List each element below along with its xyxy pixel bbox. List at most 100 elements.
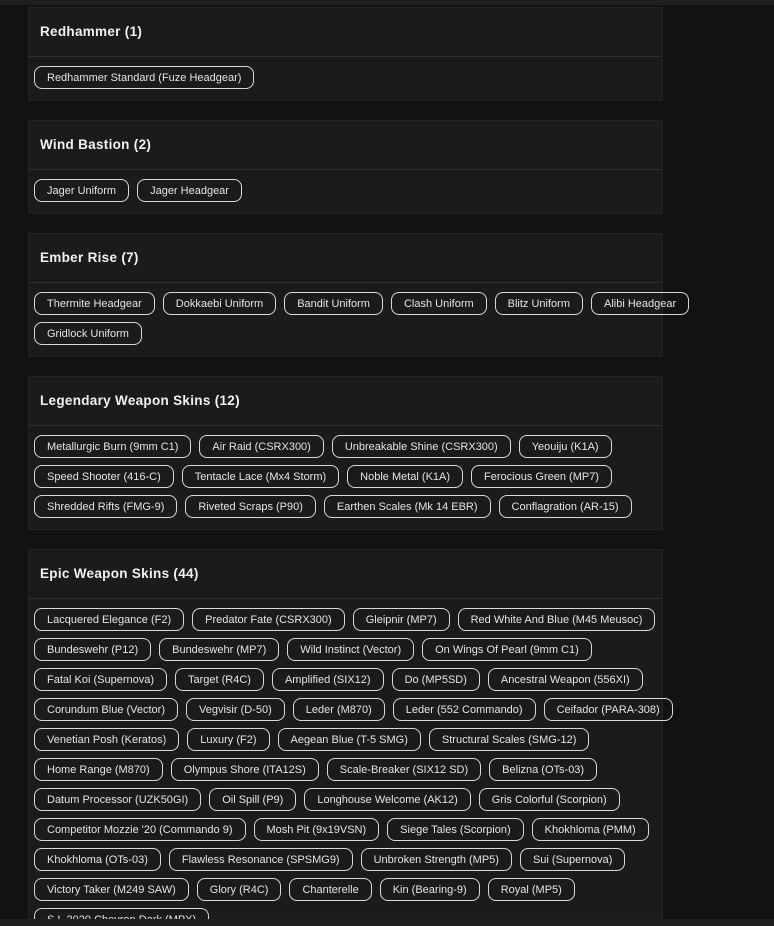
section-chip-area: Redhammer Standard (Fuze Headgear) bbox=[29, 57, 662, 100]
item-chip[interactable]: Jager Uniform bbox=[34, 179, 130, 202]
item-chip[interactable]: Sui (Supernova) bbox=[519, 848, 626, 871]
item-chip[interactable]: Ferocious Green (MP7) bbox=[471, 465, 612, 488]
item-chip[interactable]: Home Range (M870) bbox=[34, 758, 163, 781]
chip-row: Corundum Blue (Vector) Vegvisir (D-50) Led… bbox=[34, 698, 673, 721]
chip-row: Jager Uniform Jager Headgear bbox=[34, 179, 657, 202]
item-chip[interactable]: Competitor Mozzie '20 (Commando 9) bbox=[34, 818, 246, 841]
item-chip[interactable]: Shredded Rifts (FMG-9) bbox=[34, 495, 178, 518]
item-chip[interactable]: Leder (552 Commando) bbox=[392, 698, 536, 721]
section-header: Redhammer (1) bbox=[29, 8, 662, 57]
item-chip[interactable]: Ceifador (PARA-308) bbox=[543, 698, 673, 721]
item-chip[interactable]: Red White And Blue (M45 Meusoc) bbox=[457, 608, 656, 631]
item-chip[interactable]: Alibi Headgear bbox=[591, 292, 690, 315]
item-chip[interactable]: Scale-Breaker (SIX12 SD) bbox=[326, 758, 482, 781]
section-card: Legendary Weapon Skins (12) Metallurgic B… bbox=[28, 376, 663, 530]
chip-row: Victory Taker (M249 SAW) Glory (R4C) Chant… bbox=[34, 878, 657, 901]
item-chip[interactable]: Glory (R4C) bbox=[196, 878, 282, 901]
item-chip[interactable]: Conflagration (AR-15) bbox=[498, 495, 632, 518]
item-chip[interactable]: Corundum Blue (Vector) bbox=[34, 698, 178, 721]
item-chip[interactable]: Vegvisir (D-50) bbox=[186, 698, 285, 721]
item-chip[interactable]: Mosh Pit (9x19VSN) bbox=[253, 818, 380, 841]
item-chip[interactable]: Fatal Koi (Supernova) bbox=[34, 668, 167, 691]
item-chip[interactable]: Aegean Blue (T-5 SMG) bbox=[277, 728, 421, 751]
section-header: Epic Weapon Skins (44) bbox=[29, 550, 662, 599]
item-chip[interactable]: Lacquered Elegance (F2) bbox=[34, 608, 185, 631]
section-header: Wind Bastion (2) bbox=[29, 121, 662, 170]
item-chip[interactable]: Datum Processor (UZK50GI) bbox=[34, 788, 202, 811]
item-chip[interactable]: Flawless Resonance (SPSMG9) bbox=[168, 848, 353, 871]
item-chip[interactable]: Luxury (F2) bbox=[187, 728, 270, 751]
item-chip[interactable]: Bundeswehr (P12) bbox=[34, 638, 152, 661]
item-chip[interactable]: Jager Headgear bbox=[137, 179, 242, 202]
section-title: Wind Bastion (2) bbox=[40, 137, 152, 152]
chip-row: Shredded Rifts (FMG-9) Riveted Scraps (P9… bbox=[34, 495, 657, 518]
chip-row: Speed Shooter (416-C) Tentacle Lace (Mx4 … bbox=[34, 465, 657, 488]
item-chip[interactable]: Clash Uniform bbox=[390, 292, 487, 315]
section-header: Legendary Weapon Skins (12) bbox=[29, 377, 662, 426]
item-chip[interactable]: Belizna (OTs-03) bbox=[489, 758, 598, 781]
item-chip[interactable]: Olympus Shore (ITA12S) bbox=[170, 758, 319, 781]
item-chip[interactable]: Longhouse Welcome (AK12) bbox=[304, 788, 471, 811]
section-card: Redhammer (1) Redhammer Standard (Fuze He… bbox=[28, 7, 663, 101]
section-card: Epic Weapon Skins (44) Lacquered Elegance… bbox=[28, 549, 673, 926]
item-chip[interactable]: Gridlock Uniform bbox=[34, 322, 142, 345]
item-chip[interactable]: Thermite Headgear bbox=[34, 292, 155, 315]
chip-row: Venetian Posh (Keratos) Luxury (F2) Aegean… bbox=[34, 728, 657, 751]
item-chip[interactable]: Khokhloma (OTs-03) bbox=[34, 848, 161, 871]
partial-element-above bbox=[0, 0, 774, 5]
item-chip[interactable]: Venetian Posh (Keratos) bbox=[34, 728, 180, 751]
item-chip[interactable]: Dokkaebi Uniform bbox=[162, 292, 277, 315]
section-chip-area: Metallurgic Burn (9mm C1) Air Raid (CSRX3… bbox=[29, 426, 662, 529]
section-title: Legendary Weapon Skins (12) bbox=[40, 393, 240, 408]
item-chip[interactable]: Bundeswehr (MP7) bbox=[159, 638, 280, 661]
item-chip[interactable]: Redhammer Standard (Fuze Headgear) bbox=[34, 66, 255, 89]
item-chip[interactable]: Metallurgic Burn (9mm C1) bbox=[34, 435, 192, 458]
item-chip[interactable]: Yeouiju (K1A) bbox=[518, 435, 612, 458]
chip-row: Metallurgic Burn (9mm C1) Air Raid (CSRX3… bbox=[34, 435, 657, 458]
item-chip[interactable]: Ancestral Weapon (556XI) bbox=[487, 668, 643, 691]
chip-row: Home Range (M870) Olympus Shore (ITA12S) S… bbox=[34, 758, 657, 781]
item-chip[interactable]: Royal (MP5) bbox=[487, 878, 575, 901]
item-chip[interactable]: Unbroken Strength (MP5) bbox=[360, 848, 512, 871]
item-chip[interactable]: Tentacle Lace (Mx4 Storm) bbox=[181, 465, 340, 488]
section-title: Epic Weapon Skins (44) bbox=[40, 566, 199, 581]
chip-row: Khokhloma (OTs-03) Flawless Resonance (SP… bbox=[34, 848, 657, 871]
item-chip[interactable]: Target (R4C) bbox=[175, 668, 264, 691]
section-chip-area: Lacquered Elegance (F2) Predator Fate (CS… bbox=[29, 599, 673, 926]
section-card: Ember Rise (7) Thermite Headgear Dokkaebi … bbox=[28, 233, 690, 357]
item-chip[interactable]: Earthen Scales (Mk 14 EBR) bbox=[323, 495, 491, 518]
item-chip[interactable]: Amplified (SIX12) bbox=[271, 668, 384, 691]
item-chip[interactable]: Wild Instinct (Vector) bbox=[287, 638, 415, 661]
section-title: Redhammer (1) bbox=[40, 24, 143, 39]
item-chip[interactable]: Predator Fate (CSRX300) bbox=[192, 608, 345, 631]
item-chip[interactable]: Victory Taker (M249 SAW) bbox=[34, 878, 189, 901]
chip-row: Thermite Headgear Dokkaebi Uniform Bandit … bbox=[34, 292, 690, 315]
item-chip[interactable]: Kin (Bearing-9) bbox=[379, 878, 480, 901]
collection-section-list: Redhammer (1) Redhammer Standard (Fuze He… bbox=[28, 7, 690, 926]
item-chip[interactable]: Structural Scales (SMG-12) bbox=[428, 728, 590, 751]
item-chip[interactable]: Unbreakable Shine (CSRX300) bbox=[331, 435, 511, 458]
item-chip[interactable]: Air Raid (CSRX300) bbox=[199, 435, 324, 458]
partial-element-below bbox=[0, 919, 774, 926]
item-chip[interactable]: Khokhloma (PMM) bbox=[531, 818, 649, 841]
item-chip[interactable]: Leder (M870) bbox=[292, 698, 385, 721]
section-chip-area: Thermite Headgear Dokkaebi Uniform Bandit … bbox=[29, 283, 690, 356]
item-chip[interactable]: On Wings Of Pearl (9mm C1) bbox=[422, 638, 592, 661]
section-chip-area: Jager Uniform Jager Headgear bbox=[29, 170, 662, 213]
item-chip[interactable]: Oil Spill (P9) bbox=[209, 788, 297, 811]
chip-row: Bundeswehr (P12) Bundeswehr (MP7) Wild Ins… bbox=[34, 638, 657, 661]
item-chip[interactable]: Speed Shooter (416-C) bbox=[34, 465, 174, 488]
chip-row: Redhammer Standard (Fuze Headgear) bbox=[34, 66, 657, 89]
chip-row: Lacquered Elegance (F2) Predator Fate (CS… bbox=[34, 608, 657, 631]
item-chip[interactable]: Gleipnir (MP7) bbox=[352, 608, 450, 631]
item-chip[interactable]: Gris Colorful (Scorpion) bbox=[478, 788, 620, 811]
chip-row: Gridlock Uniform bbox=[34, 322, 657, 345]
item-chip[interactable]: Riveted Scraps (P90) bbox=[185, 495, 316, 518]
item-chip[interactable]: Bandit Uniform bbox=[284, 292, 383, 315]
section-card: Wind Bastion (2) Jager Uniform Jager Headg… bbox=[28, 120, 663, 214]
item-chip[interactable]: Noble Metal (K1A) bbox=[347, 465, 464, 488]
item-chip[interactable]: Do (MP5SD) bbox=[391, 668, 480, 691]
item-chip[interactable]: Siege Tales (Scorpion) bbox=[387, 818, 524, 841]
item-chip[interactable]: Blitz Uniform bbox=[494, 292, 583, 315]
item-chip[interactable]: Chanterelle bbox=[289, 878, 372, 901]
